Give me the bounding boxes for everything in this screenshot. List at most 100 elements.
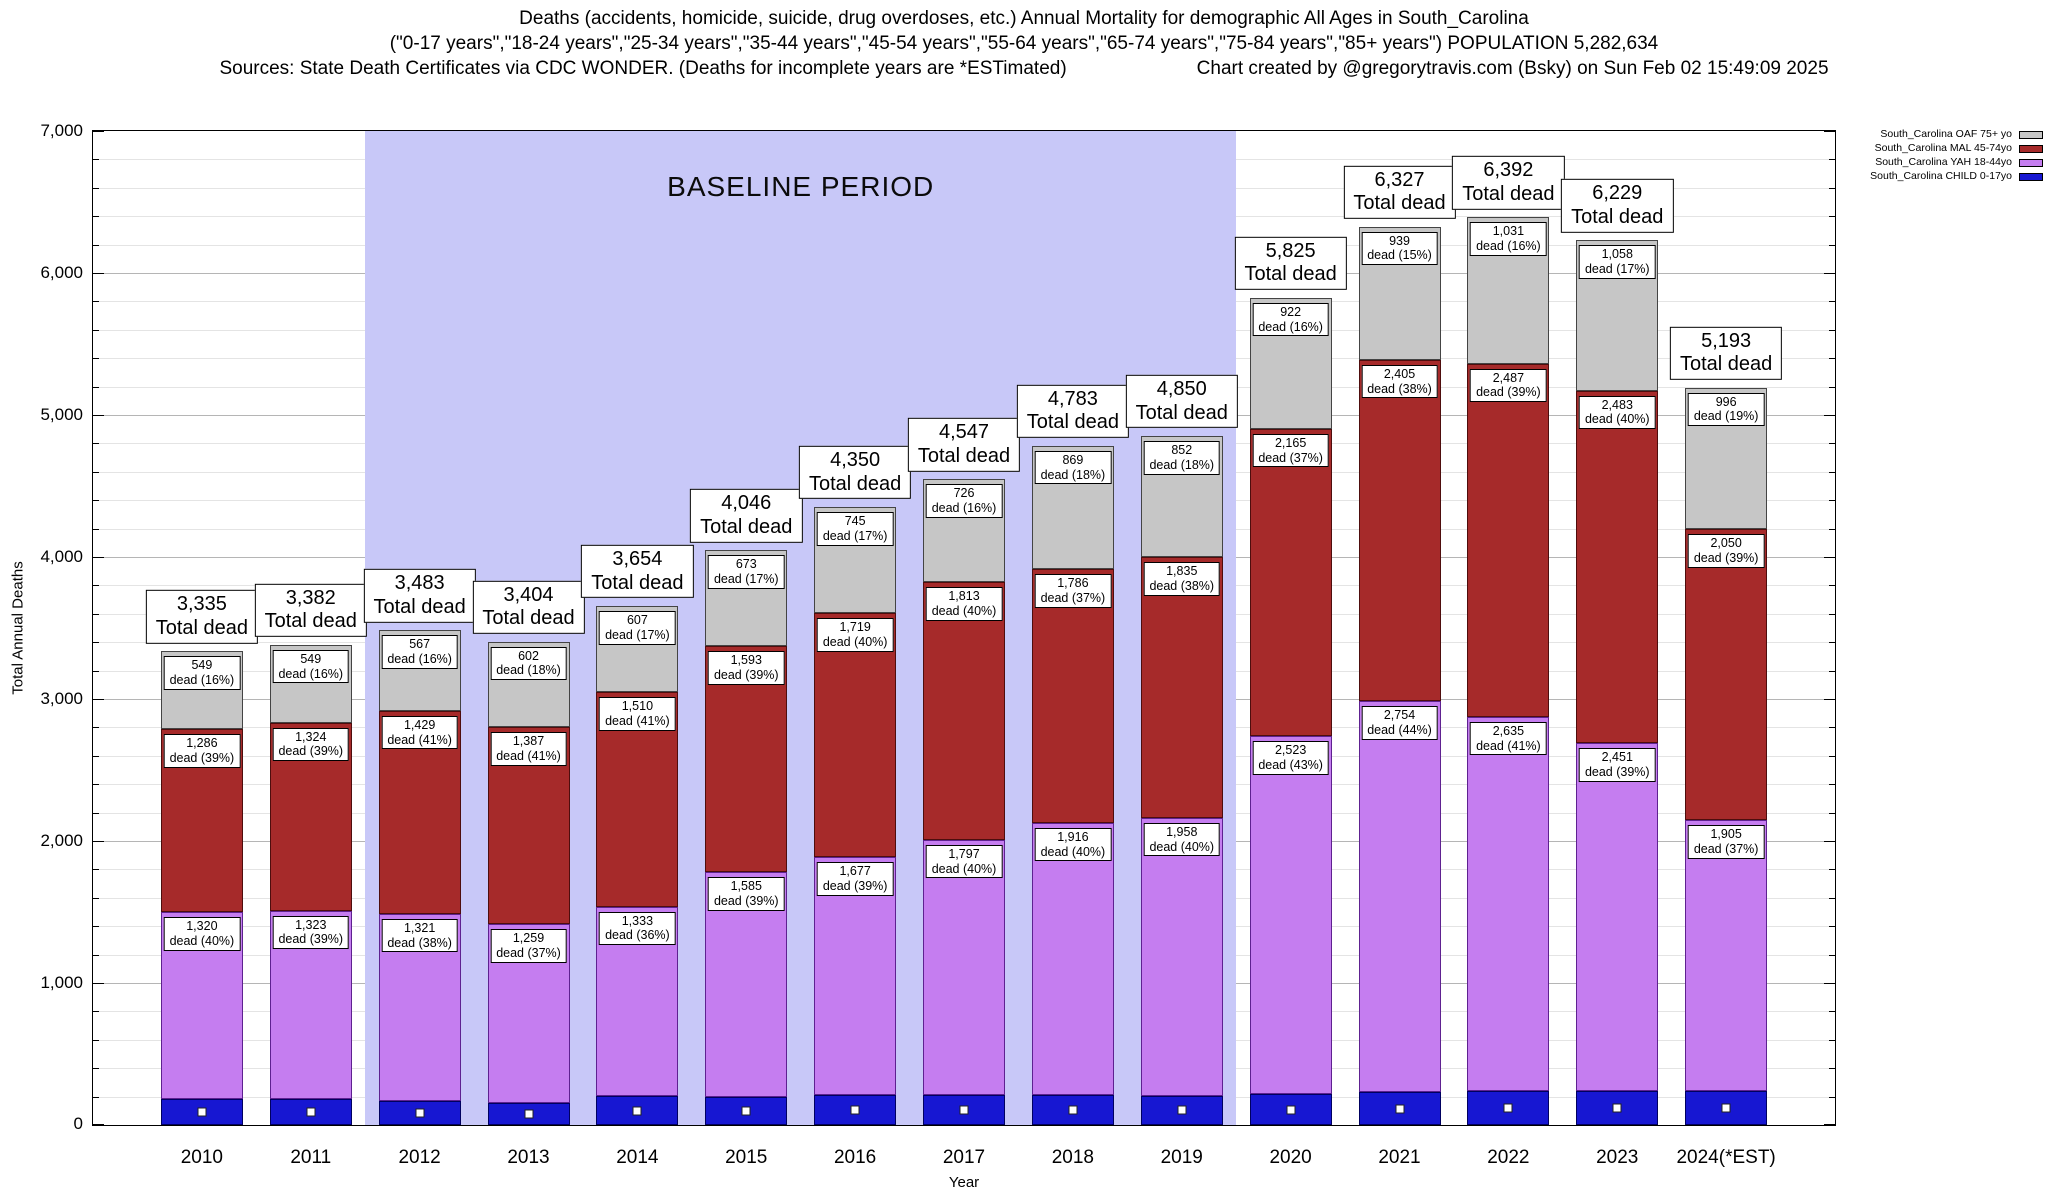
- label-value: 2,635: [1492, 723, 1525, 738]
- bar-segment: [1249, 736, 1332, 1095]
- segment-label: 602 dead (18%): [490, 646, 567, 681]
- label-detail: dead (39%): [822, 878, 888, 893]
- y-axis-minor-tick-mark: [1829, 1096, 1835, 1098]
- segment-label: 1,321 dead (38%): [381, 918, 458, 953]
- label-value: 1,286: [186, 736, 218, 751]
- bar-segment: [1140, 557, 1223, 818]
- chart-subtitle: ("0-17 years","18-24 years","25-34 years…: [389, 33, 1659, 54]
- y-axis-tick-label: 2,000: [40, 831, 83, 850]
- y-axis-tick-mark: [1824, 1124, 1835, 1125]
- bar-segment: [1140, 817, 1223, 1096]
- label-value: 1,058: [1601, 247, 1633, 262]
- y-axis-minor-tick-mark: [1829, 784, 1835, 786]
- y-axis-minor-tick-mark: [1829, 727, 1835, 729]
- bar-segment: [814, 857, 897, 1096]
- label-detail: dead (39%): [1693, 550, 1759, 565]
- label-detail: dead (39%): [713, 667, 779, 682]
- y-axis-tick-mark: [93, 415, 104, 416]
- legend-swatch: [2019, 130, 2043, 139]
- y-axis-minor-tick-mark: [1829, 443, 1835, 445]
- y-axis-minor-tick-mark: [1829, 670, 1835, 672]
- label-value: 1,333: [621, 913, 654, 928]
- label-value: 549: [191, 658, 213, 673]
- label-detail: dead (40%): [931, 604, 997, 619]
- segment-label: 549 dead (16%): [163, 656, 241, 690]
- bar-segment: [1249, 428, 1332, 737]
- y-axis-minor-tick-mark: [1829, 1039, 1835, 1041]
- total-dead-label: 3,335 Total dead: [145, 590, 259, 644]
- segment-label: 2,050 dead (39%): [1687, 534, 1765, 568]
- label-detail: dead (40%): [1584, 412, 1650, 427]
- label-value: 922: [1280, 304, 1302, 319]
- y-axis-minor-tick-mark: [93, 159, 99, 161]
- x-axis-tick-label: 2010: [180, 1147, 224, 1168]
- x-axis-tick-label: 2023: [1596, 1147, 1639, 1168]
- x-axis-tick-label: 2019: [1160, 1147, 1203, 1168]
- y-axis-minor-tick-mark: [1829, 216, 1835, 218]
- data-point-marker: [850, 1105, 860, 1115]
- segment-label: 745 dead (17%): [816, 512, 894, 546]
- label-value: 1,031: [1492, 224, 1525, 239]
- label-detail: dead (17%): [713, 572, 779, 587]
- segment-label: 1,323 dead (39%): [272, 915, 350, 950]
- bar-segment: [1031, 822, 1114, 1095]
- label-value: 4,783: [1047, 387, 1098, 410]
- total-dead-label: 4,783 Total dead: [1016, 384, 1130, 438]
- label-detail: Total dead: [155, 616, 249, 639]
- label-detail: dead (40%): [1149, 839, 1215, 854]
- legend-entry: South_Carolina MAL 45-74yo: [1875, 143, 2043, 154]
- segment-label: 1,593 dead (39%): [707, 651, 785, 685]
- segment-label: 996 dead (19%): [1687, 392, 1765, 427]
- y-axis-minor-tick-mark: [93, 613, 99, 615]
- bar-segment: [923, 582, 1005, 840]
- y-axis-minor-tick-mark: [1829, 301, 1835, 303]
- segment-label: 1,510 dead (41%): [599, 697, 676, 731]
- label-detail: dead (39%): [278, 744, 344, 759]
- y-axis-minor-tick-mark: [1829, 869, 1835, 871]
- chart-title: Deaths (accidents, homicide, suicide, dr…: [519, 8, 1529, 29]
- label-detail: dead (17%): [605, 627, 670, 642]
- bar-segment: [1467, 363, 1550, 717]
- y-axis-tick-label: 1,000: [40, 973, 83, 992]
- y-axis-tick-label: 5,000: [40, 405, 83, 424]
- bar-segment: [1358, 359, 1441, 702]
- label-detail: dead (16%): [387, 652, 452, 667]
- segment-label: 1,958 dead (40%): [1143, 822, 1221, 857]
- y-axis-minor-tick-mark: [93, 1011, 99, 1013]
- label-detail: dead (38%): [1367, 381, 1432, 396]
- label-detail: dead (16%): [1258, 319, 1323, 334]
- label-value: 1,677: [839, 864, 871, 879]
- y-axis-minor-tick-mark: [1829, 613, 1835, 615]
- label-value: 5,825: [1265, 239, 1316, 262]
- label-detail: Total dead: [1462, 182, 1555, 205]
- label-detail: dead (17%): [822, 529, 888, 544]
- segment-label: 607 dead (17%): [599, 611, 676, 645]
- segment-label: 567 dead (16%): [381, 635, 458, 669]
- data-point-marker: [1612, 1103, 1622, 1113]
- label-value: 2,754: [1383, 708, 1416, 723]
- y-axis-minor-tick-mark: [93, 812, 99, 814]
- label-value: 1,797: [948, 846, 980, 861]
- legend-entry: South_Carolina CHILD 0-17yo: [1870, 171, 2043, 182]
- bar-segment: [1576, 390, 1659, 744]
- label-value: 996: [1715, 394, 1737, 409]
- label-detail: Total dead: [1244, 263, 1337, 286]
- segment-label: 2,523 dead (43%): [1252, 741, 1329, 775]
- label-value: 3,382: [285, 586, 336, 609]
- segment-label: 1,719 dead (40%): [816, 618, 894, 652]
- legend-entry: South_Carolina YAH 18-44yo: [1875, 157, 2043, 168]
- data-point-marker: [1286, 1105, 1296, 1115]
- segment-label: 1,813 dead (40%): [925, 587, 1003, 621]
- total-dead-label: 6,229 Total dead: [1561, 179, 1674, 233]
- bar-segment: [705, 1097, 788, 1125]
- segment-label: 1,677 dead (39%): [816, 862, 894, 896]
- label-detail: Total dead: [1135, 401, 1228, 424]
- data-point-marker: [1503, 1103, 1513, 1113]
- label-detail: dead (40%): [931, 861, 997, 876]
- label-value: 1,387: [512, 734, 545, 749]
- segment-label: 2,405 dead (38%): [1361, 364, 1438, 399]
- label-value: 1,320: [186, 919, 218, 933]
- y-axis-minor-tick-mark: [93, 670, 99, 672]
- x-axis-title: Year: [948, 1174, 980, 1191]
- segment-label: 2,635 dead (41%): [1470, 721, 1547, 756]
